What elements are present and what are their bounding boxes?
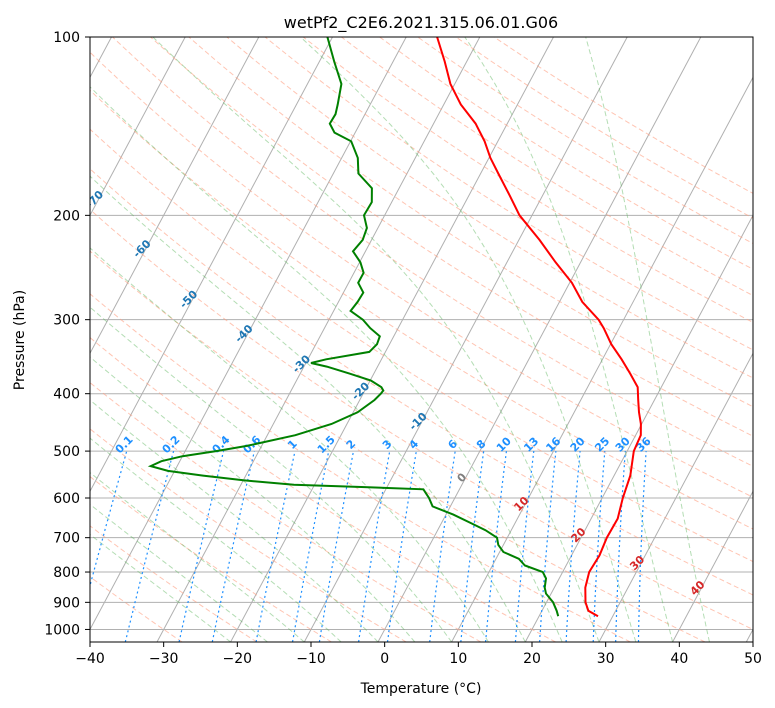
y-tick-label: 800	[53, 565, 80, 581]
moist-adiabat-line	[90, 471, 305, 642]
dry-adiabat-line	[90, 475, 332, 642]
x-tick-label: −30	[149, 651, 179, 667]
isotherm-line	[90, 37, 186, 217]
dry-adiabat-line	[90, 250, 706, 642]
y-tick-label: 100	[53, 30, 80, 46]
x-tick-label: 10	[449, 651, 467, 667]
y-tick-label: 600	[53, 491, 80, 507]
mixing-ratio-line	[291, 450, 330, 642]
x-tick-label: −20	[223, 651, 253, 667]
chart-title: wetPf2_C2E6.2021.315.06.01.G06	[284, 13, 558, 33]
moist-adiabat-line	[90, 175, 526, 642]
x-tick-label: 50	[744, 651, 762, 667]
dry-adiabat-line	[90, 168, 753, 596]
x-tick-label: 40	[670, 651, 688, 667]
y-axis: 100 200 300 400 500 600 700 800 900 1000	[44, 30, 90, 638]
sounding-series	[147, 37, 642, 618]
x-tick-label: −10	[296, 651, 326, 667]
moist-adiabat-line	[300, 37, 637, 642]
x-tick-label: 0	[380, 651, 389, 667]
moist-adiabat-line	[90, 356, 416, 642]
isotherm-line	[377, 37, 702, 642]
dry-adiabat-line	[90, 208, 753, 630]
y-tick-label: 900	[53, 595, 80, 611]
mixing-ratio-line	[211, 450, 255, 642]
isotherm-line	[90, 37, 260, 355]
y-tick-label: 300	[53, 313, 80, 329]
moist-adiabats	[90, 37, 710, 642]
dewpoint-line	[147, 37, 560, 617]
y-tick-label: 500	[53, 444, 80, 460]
x-axis-title: Temperature (°C)	[360, 681, 482, 697]
dry-adiabat-line	[150, 37, 753, 437]
mixing-ratio-line	[124, 450, 175, 642]
isotherm-line	[524, 214, 753, 642]
isotherm-line	[90, 37, 333, 493]
moist-adiabat-line	[90, 306, 453, 642]
x-tick-label: −40	[75, 651, 105, 667]
dry-adiabats	[90, 37, 753, 642]
dry-adiabat-line	[226, 37, 753, 379]
x-tick-label: 20	[523, 651, 541, 667]
isotherm-line	[230, 37, 554, 642]
isotherm-line	[451, 76, 753, 642]
moist-adiabat-line	[464, 37, 674, 642]
dry-adiabat-line	[188, 37, 753, 408]
isobar-grid	[90, 37, 753, 630]
mixing-ratio-line	[90, 450, 128, 589]
y-tick-label: 200	[53, 208, 80, 224]
moist-adiabat-line	[90, 399, 379, 642]
dry-adiabat-line	[90, 128, 753, 563]
dry-adiabat-line	[341, 37, 753, 297]
moist-adiabat-line	[152, 37, 600, 642]
y-tick-label: 700	[53, 531, 80, 547]
y-tick-label: 400	[53, 387, 80, 403]
isotherm-line	[90, 37, 407, 631]
mixing-ratio-line	[178, 450, 225, 642]
isotherm-line	[156, 37, 481, 642]
moist-adiabat-line	[90, 503, 268, 642]
isotherm-grid	[90, 37, 753, 642]
dry-adiabat-line	[90, 51, 753, 498]
mixing-ratio-line	[255, 450, 296, 642]
dry-adiabat-line	[90, 336, 556, 642]
dry-adiabat-line	[90, 525, 258, 642]
dry-adiabat-line	[90, 576, 183, 642]
plot-frame	[89, 36, 754, 643]
moist-adiabat-line	[585, 37, 710, 642]
mixing-ratio-lines	[90, 450, 647, 642]
isotherm-line	[598, 352, 753, 642]
y-tick-label: 1000	[44, 622, 80, 638]
y-axis-title: Pressure (hPa)	[12, 290, 28, 390]
isotherm-line	[672, 490, 753, 642]
temperature-line	[436, 37, 642, 618]
dry-adiabat-line	[90, 89, 753, 530]
x-tick-label: 30	[597, 651, 615, 667]
dry-adiabat-line	[90, 428, 407, 642]
x-axis: −40 −30 −20 −10 0 10 20 30 40 50	[75, 642, 762, 667]
